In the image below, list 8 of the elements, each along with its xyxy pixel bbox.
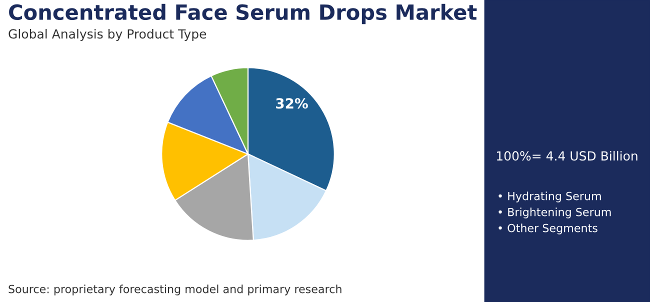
text: • Brightening Serum xyxy=(498,208,611,218)
text: • Hydrating Serum xyxy=(498,192,601,202)
chart-subtitle: Global Analysis by Product Type xyxy=(8,28,206,42)
text: 100%= 4.4 USD Billion xyxy=(496,150,638,161)
text: • Other Segments xyxy=(498,224,598,234)
source-note: Source: proprietary forecasting model and primary research xyxy=(8,284,342,296)
data-label: 32% xyxy=(276,98,308,109)
chart-title: Concentrated Face Serum Drops Market xyxy=(9,4,477,24)
